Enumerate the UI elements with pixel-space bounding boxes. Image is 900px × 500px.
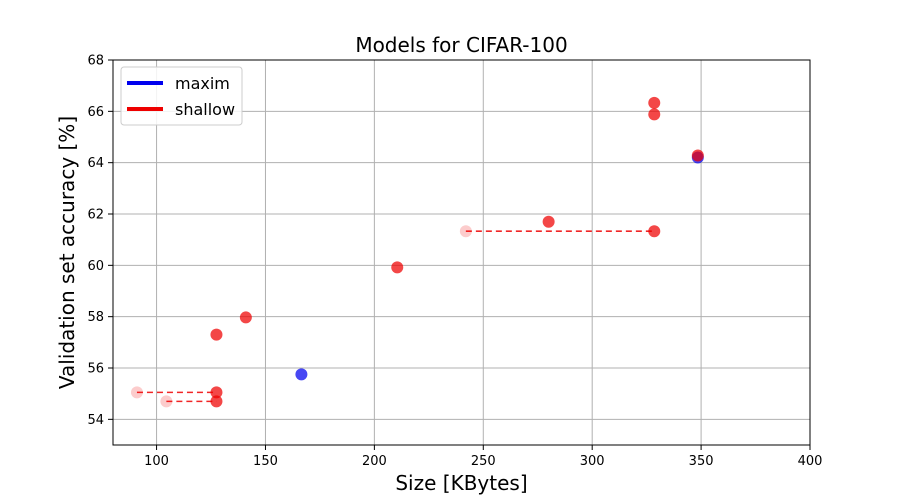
chart-title: Models for CIFAR-100 (355, 33, 567, 57)
plot-frame (112, 59, 811, 446)
data-point-maxim (295, 368, 308, 381)
y-tick-label: 64 (87, 156, 104, 171)
data-point-shallow (391, 261, 404, 274)
data-point-shallow (210, 395, 223, 408)
x-tick-label: 250 (471, 454, 496, 469)
y-axis-title: Validation set accuracy [%] (55, 116, 79, 389)
y-tick-label: 60 (87, 259, 104, 274)
data-point-shallow (210, 328, 223, 341)
ticks: 100 150 200 250 300 350 400 54 56 58 60 62 64 66 68 (87, 54, 822, 470)
y-tick-label: 68 (87, 54, 104, 69)
legend-label-shallow: shallow (175, 100, 235, 119)
data-point-shallow (648, 108, 661, 121)
x-tick-label: 300 (580, 454, 605, 469)
data-point-shallow (210, 386, 223, 399)
x-tick-label: 100 (144, 454, 169, 469)
y-tick-label: 54 (87, 413, 104, 428)
data-point-shallow (542, 215, 555, 228)
dashed-links (136, 230, 655, 403)
faded-point-shallow (459, 225, 472, 238)
data-point-shallow (691, 149, 704, 162)
x-tick-label: 400 (798, 454, 823, 469)
data-point-shallow (648, 96, 661, 109)
x-tick-label: 150 (253, 454, 278, 469)
legend-label-maxim: maxim (175, 74, 230, 93)
y-tick-label: 62 (87, 208, 104, 223)
data-points (130, 96, 704, 408)
data-point-shallow (648, 225, 661, 238)
y-tick-label: 58 (87, 310, 104, 325)
data-point-shallow (239, 311, 252, 324)
x-axis-title: Size [KBytes] (395, 471, 527, 495)
y-tick-label: 66 (87, 105, 104, 120)
legend: maxim shallow (120, 66, 243, 126)
y-tick-label: 56 (87, 362, 104, 377)
x-tick-label: 350 (689, 454, 714, 469)
faded-point-shallow (130, 386, 143, 399)
x-tick-label: 200 (362, 454, 387, 469)
faded-point-shallow (160, 395, 173, 408)
